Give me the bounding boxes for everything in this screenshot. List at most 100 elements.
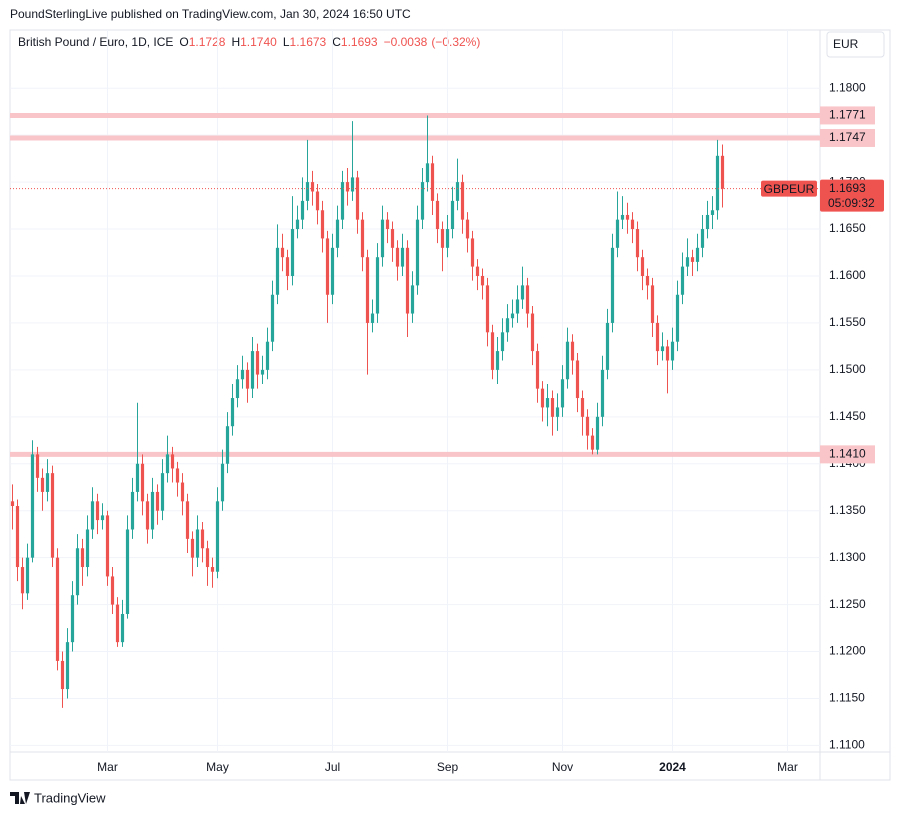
candle-body [400, 247, 405, 267]
candle-body [50, 473, 55, 558]
candle-body [700, 229, 705, 248]
pane-frame [9, 29, 891, 781]
publisher: PoundSterlingLive published on TradingVi… [10, 7, 411, 21]
candle-body [260, 369, 265, 375]
candle-body [600, 369, 605, 417]
candle-body [215, 501, 220, 572]
candle-body [465, 219, 470, 239]
candle-body [345, 182, 350, 192]
x-tick-label: Mar [97, 760, 118, 774]
candle-body [385, 219, 390, 230]
candle-body [275, 247, 280, 295]
candle-body [35, 454, 40, 478]
candle-body [595, 416, 600, 450]
candle-body [150, 491, 155, 530]
candle-body [180, 482, 185, 502]
candle-body [435, 200, 440, 230]
candle-body [425, 163, 430, 183]
candle-body [315, 191, 320, 211]
candle-body [630, 219, 635, 230]
candle-body [540, 388, 545, 408]
candle-body [85, 529, 90, 568]
candle-body [680, 266, 685, 295]
candle-body [625, 214, 630, 220]
level-label: 1.1771 [829, 108, 866, 122]
candle-body [410, 285, 415, 314]
y-tick-label: 1.1450 [829, 409, 866, 423]
plot [10, 30, 820, 752]
candle-body [30, 454, 35, 558]
symbol-tag-bg [761, 180, 817, 197]
y-tick-label: 1.1350 [829, 503, 866, 517]
change: −0.0038 [384, 35, 428, 49]
currency[interactable]: EUR [833, 37, 859, 51]
candle-body [650, 285, 655, 323]
candle-body [660, 346, 665, 352]
candle-body [430, 163, 435, 201]
y-tick-label: 1.1650 [829, 221, 866, 235]
candle-body [65, 642, 70, 690]
candle-body [265, 341, 270, 370]
level-label-bg [820, 106, 875, 125]
candle-body [525, 285, 530, 314]
candle-body [715, 155, 720, 211]
candle-body [380, 219, 385, 258]
symbol: British Pound / Euro, 1D, ICE [18, 35, 173, 49]
candle-body [535, 351, 540, 389]
y-tick-label: 1.1550 [829, 315, 866, 329]
candle-body [300, 200, 305, 220]
logo-icon [10, 792, 30, 804]
candle-body [110, 576, 115, 605]
candle-body [375, 257, 380, 314]
level-label-bg [820, 445, 875, 464]
candle-body [175, 468, 180, 483]
candle-body [415, 219, 420, 286]
candle-body [145, 501, 150, 530]
candle-body [455, 182, 460, 201]
candle-body [545, 398, 550, 408]
candle-body [130, 491, 135, 530]
candle-body [365, 257, 370, 323]
quote-key: L [283, 35, 290, 49]
candle-body [505, 318, 510, 333]
quote-value: 1.1728 [189, 35, 226, 49]
candle-body [120, 613, 125, 643]
y-tick-label: 1.1600 [829, 268, 866, 282]
candle-body [690, 257, 695, 262]
candle-body [355, 177, 360, 220]
candle-body [460, 182, 465, 220]
candle-body [20, 567, 25, 594]
candle-body [475, 266, 480, 276]
candle-body [570, 341, 575, 361]
candle-body [255, 351, 260, 375]
candle-body [440, 229, 445, 248]
y-tick-label: 1.1800 [829, 80, 866, 94]
candle-body [195, 529, 200, 558]
candle-body [635, 229, 640, 258]
level-label-bg [820, 128, 875, 147]
candle-body [40, 477, 45, 492]
candle-body [560, 379, 565, 408]
candle-body [605, 322, 610, 370]
brand: TradingView [34, 790, 106, 805]
candle-body [320, 210, 325, 239]
candle-body [60, 660, 65, 690]
candle-body [720, 155, 725, 189]
candle-body [55, 557, 60, 661]
candle-body [490, 332, 495, 370]
candle-body [155, 491, 160, 511]
candle-body [10, 501, 15, 507]
currency-button[interactable] [826, 31, 885, 58]
candle-body [245, 369, 250, 389]
candle-body [185, 501, 190, 539]
candle-body [95, 501, 100, 521]
x-tick-label: Sep [437, 760, 459, 774]
level-label: 1.1747 [829, 130, 866, 144]
candle-body [530, 313, 535, 352]
symbol-line: British Pound / Euro, 1D, ICE O1.1728 H1.1… [18, 35, 480, 49]
candle-body [370, 313, 375, 323]
candle-body [75, 548, 80, 596]
x-tick-label: Mar [777, 760, 798, 774]
